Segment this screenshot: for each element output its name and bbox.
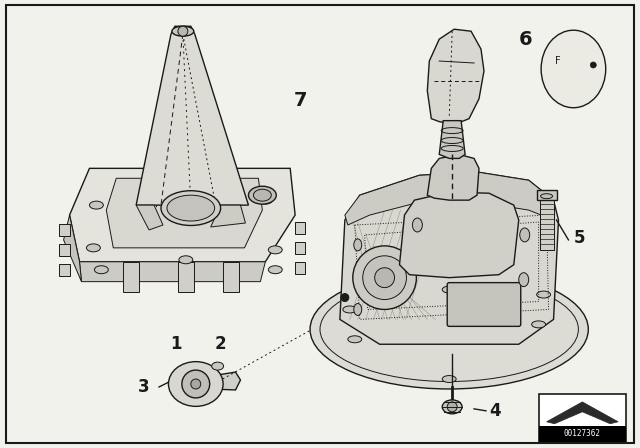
Ellipse shape bbox=[161, 191, 221, 225]
Ellipse shape bbox=[179, 256, 193, 264]
Polygon shape bbox=[547, 402, 618, 424]
Text: 6: 6 bbox=[519, 30, 532, 49]
Ellipse shape bbox=[354, 303, 362, 315]
Polygon shape bbox=[345, 172, 554, 225]
Ellipse shape bbox=[532, 321, 545, 328]
Circle shape bbox=[182, 370, 210, 398]
Ellipse shape bbox=[90, 201, 103, 209]
Polygon shape bbox=[124, 262, 139, 292]
Text: 1: 1 bbox=[170, 335, 182, 353]
Polygon shape bbox=[63, 215, 81, 282]
Polygon shape bbox=[428, 155, 479, 200]
Text: 4: 4 bbox=[489, 402, 500, 420]
Ellipse shape bbox=[442, 400, 462, 414]
Text: F: F bbox=[555, 56, 561, 66]
Circle shape bbox=[353, 246, 417, 310]
Polygon shape bbox=[70, 168, 295, 262]
Polygon shape bbox=[540, 200, 554, 250]
Ellipse shape bbox=[520, 228, 530, 242]
Polygon shape bbox=[178, 262, 194, 292]
Ellipse shape bbox=[167, 195, 214, 221]
Bar bbox=[539, 394, 626, 442]
Circle shape bbox=[363, 256, 406, 300]
Text: 2: 2 bbox=[215, 335, 227, 353]
FancyBboxPatch shape bbox=[447, 283, 521, 326]
Polygon shape bbox=[295, 242, 305, 254]
Ellipse shape bbox=[168, 362, 223, 406]
Text: 5: 5 bbox=[573, 229, 585, 247]
Ellipse shape bbox=[343, 306, 356, 313]
Ellipse shape bbox=[268, 266, 282, 274]
Polygon shape bbox=[399, 192, 519, 278]
Ellipse shape bbox=[268, 246, 282, 254]
Polygon shape bbox=[211, 205, 246, 227]
Circle shape bbox=[447, 402, 457, 412]
Text: 3: 3 bbox=[138, 378, 150, 396]
Ellipse shape bbox=[537, 291, 550, 298]
Polygon shape bbox=[295, 222, 305, 234]
Ellipse shape bbox=[95, 266, 108, 274]
Circle shape bbox=[341, 293, 349, 302]
Ellipse shape bbox=[86, 244, 100, 252]
Ellipse shape bbox=[310, 270, 588, 389]
Polygon shape bbox=[59, 244, 70, 256]
Polygon shape bbox=[106, 178, 262, 248]
Bar bbox=[539, 426, 626, 442]
Ellipse shape bbox=[348, 336, 362, 343]
Circle shape bbox=[178, 26, 188, 36]
Polygon shape bbox=[295, 262, 305, 274]
Ellipse shape bbox=[442, 286, 456, 293]
Ellipse shape bbox=[259, 196, 272, 204]
Ellipse shape bbox=[541, 194, 552, 198]
Circle shape bbox=[191, 379, 201, 389]
Polygon shape bbox=[59, 224, 70, 236]
Ellipse shape bbox=[212, 362, 223, 370]
Polygon shape bbox=[340, 172, 559, 344]
Polygon shape bbox=[211, 372, 241, 390]
Polygon shape bbox=[79, 262, 266, 282]
Polygon shape bbox=[537, 190, 557, 200]
Polygon shape bbox=[136, 205, 163, 230]
Ellipse shape bbox=[354, 239, 362, 251]
Polygon shape bbox=[59, 264, 70, 276]
Ellipse shape bbox=[172, 26, 194, 36]
Polygon shape bbox=[428, 29, 484, 125]
Polygon shape bbox=[136, 26, 248, 205]
Polygon shape bbox=[223, 262, 239, 292]
Ellipse shape bbox=[248, 186, 276, 204]
Circle shape bbox=[590, 62, 596, 68]
Ellipse shape bbox=[541, 30, 605, 108]
Ellipse shape bbox=[442, 375, 456, 383]
Ellipse shape bbox=[412, 218, 422, 232]
Ellipse shape bbox=[519, 273, 529, 287]
Circle shape bbox=[374, 268, 394, 288]
Ellipse shape bbox=[253, 189, 271, 201]
Polygon shape bbox=[439, 121, 465, 159]
Text: 7: 7 bbox=[293, 91, 307, 110]
Text: 00127362: 00127362 bbox=[564, 429, 601, 438]
